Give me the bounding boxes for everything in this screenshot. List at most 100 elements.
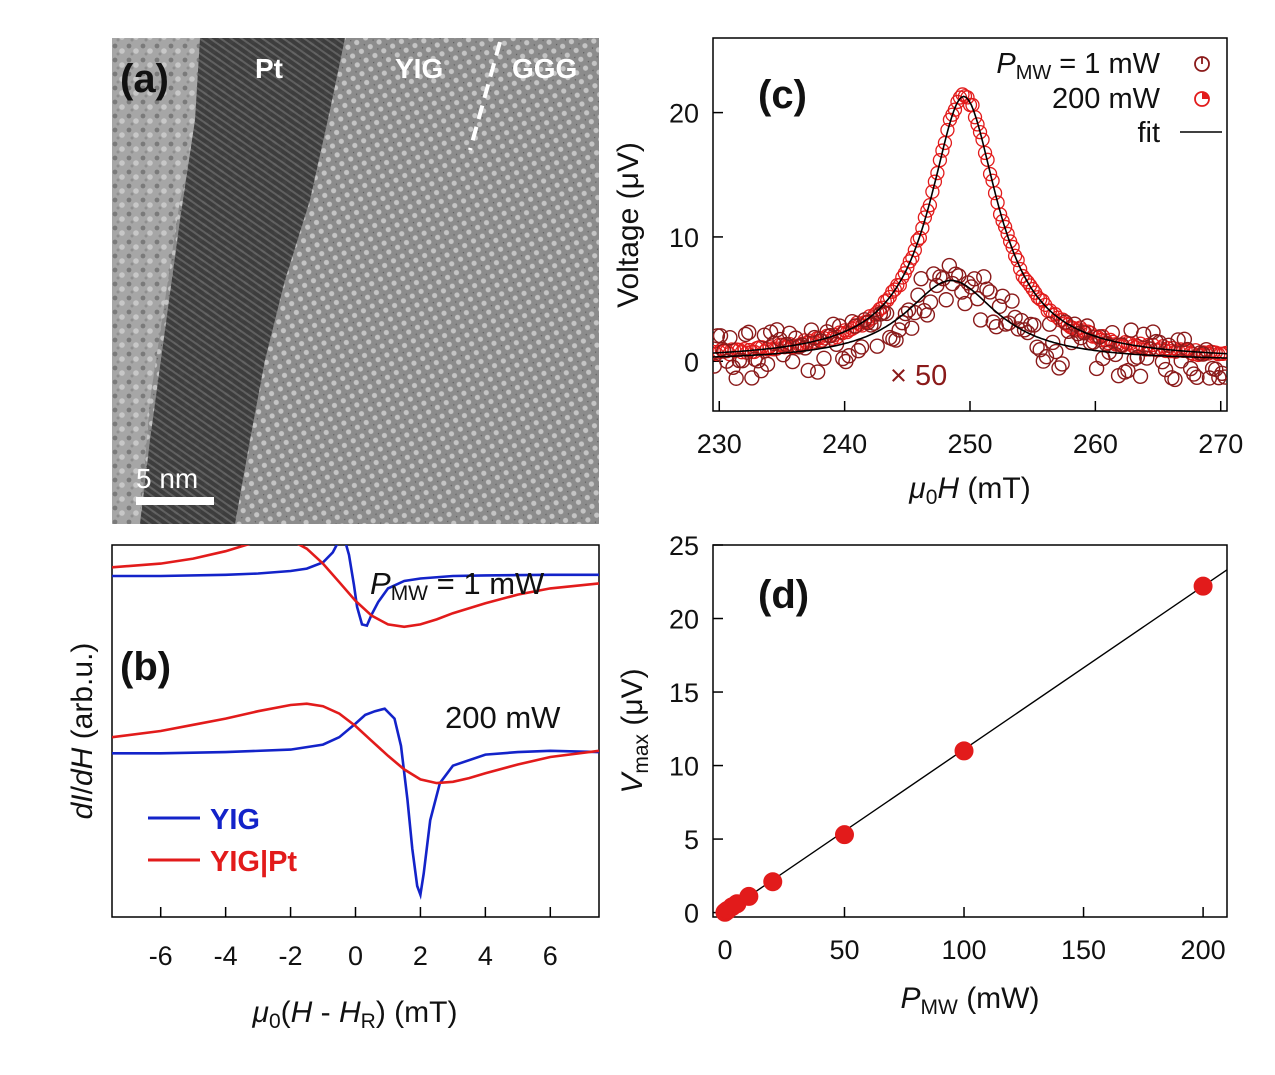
point-200mw bbox=[1005, 239, 1020, 255]
point-1mw bbox=[1189, 369, 1205, 386]
point-1mw bbox=[972, 312, 989, 328]
d-ytick-label: 25 bbox=[669, 531, 699, 561]
d-ytick-label: 0 bbox=[684, 899, 699, 929]
b-xtick-label: 6 bbox=[543, 941, 558, 971]
point-200mw bbox=[975, 132, 990, 147]
point-200mw bbox=[870, 305, 885, 320]
vmax-point bbox=[954, 741, 974, 761]
pt-layer bbox=[140, 38, 345, 524]
point-1mw bbox=[715, 343, 732, 359]
point-200mw bbox=[922, 198, 938, 213]
point-200mw bbox=[990, 195, 1005, 210]
point-200mw bbox=[935, 143, 950, 158]
point-200mw bbox=[972, 124, 988, 140]
point-1mw bbox=[1167, 371, 1183, 388]
point-200mw bbox=[915, 220, 930, 236]
point-1mw bbox=[1057, 314, 1073, 330]
yigpt-200mw-curve bbox=[112, 702, 599, 785]
point-1mw bbox=[1154, 354, 1171, 370]
point-1mw bbox=[734, 352, 751, 369]
d-xtick-label: 100 bbox=[941, 935, 986, 965]
point-1mw bbox=[1176, 331, 1193, 347]
point-200mw bbox=[910, 233, 925, 248]
point-1mw bbox=[1029, 339, 1045, 355]
annotation-200mw: 200 mW bbox=[445, 700, 561, 735]
c-ytick-label: 0 bbox=[684, 347, 699, 377]
point-1mw bbox=[1051, 360, 1067, 376]
point-200mw bbox=[970, 117, 985, 132]
point-1mw bbox=[979, 281, 995, 297]
point-200mw bbox=[940, 122, 955, 138]
c-xtick-label: 240 bbox=[822, 429, 867, 459]
c-xtick-label: 270 bbox=[1198, 429, 1243, 459]
panel-c-ylabel: Voltage (μV) bbox=[612, 142, 645, 308]
vmax-point bbox=[1193, 576, 1213, 596]
vmax-points bbox=[715, 576, 1213, 922]
point-1mw bbox=[1214, 365, 1227, 382]
point-1mw bbox=[1038, 349, 1055, 365]
legend-fit-label: fit bbox=[1137, 117, 1160, 149]
point-1mw bbox=[1045, 334, 1061, 351]
legend-yigpt-label: YIG|Pt bbox=[210, 846, 297, 878]
vmax-point bbox=[834, 825, 854, 845]
yig-1mw-curve bbox=[112, 545, 599, 628]
point-200mw bbox=[1000, 226, 1015, 242]
point-1mw bbox=[994, 288, 1011, 305]
region-label-ggg: GGG bbox=[512, 53, 577, 84]
point-1mw bbox=[750, 353, 766, 369]
point-1mw bbox=[722, 329, 738, 346]
point-1mw bbox=[1126, 351, 1142, 367]
point-200mw bbox=[932, 153, 948, 168]
point-1mw bbox=[1026, 317, 1042, 333]
point-1mw bbox=[1161, 337, 1177, 353]
point-1mw bbox=[728, 370, 744, 386]
point-200mw bbox=[927, 174, 943, 189]
point-200mw bbox=[1033, 292, 1048, 307]
point-1mw bbox=[816, 350, 832, 366]
point-200mw bbox=[917, 210, 933, 225]
point-1mw bbox=[1041, 316, 1058, 332]
panel-d-label: (d) bbox=[758, 573, 809, 617]
point-1mw bbox=[988, 318, 1005, 335]
point-200mw bbox=[980, 152, 995, 167]
point-1mw bbox=[985, 314, 1001, 330]
panel-b-ylabel: dI/dH (arb.u.) bbox=[66, 643, 99, 820]
c-ytick-label: 20 bbox=[669, 99, 699, 129]
point-1mw bbox=[1129, 349, 1146, 365]
annotation-1mw: PMW = 1 mW bbox=[370, 566, 545, 605]
region-label-pt: Pt bbox=[255, 53, 283, 84]
point-200mw bbox=[925, 184, 940, 199]
point-1mw bbox=[800, 362, 816, 379]
point-1mw bbox=[1170, 332, 1186, 348]
point-1mw bbox=[888, 332, 904, 348]
panel-d-ylabel: Vmax (μV) bbox=[616, 668, 653, 793]
panel-d: 0 50 100 150 200 0 5 10 15 20 25 (d) Vmax (μV) PMW… bbox=[616, 531, 1228, 1019]
panel-b-xlabel: μ0(H - HR) (mT) bbox=[252, 996, 458, 1033]
point-200mw bbox=[967, 110, 983, 125]
point-1mw bbox=[841, 348, 857, 364]
point-1mw bbox=[922, 294, 939, 310]
point-1mw bbox=[944, 275, 961, 292]
point-200mw bbox=[977, 145, 993, 161]
c-xtick-label: 250 bbox=[947, 429, 992, 459]
point-1mw bbox=[904, 320, 920, 336]
legend-200mw-marker-fill bbox=[1202, 92, 1209, 99]
point-200mw bbox=[1010, 252, 1025, 268]
panel-d-frame bbox=[712, 544, 1228, 918]
scale-bar bbox=[136, 497, 214, 505]
vmax-point bbox=[739, 886, 759, 906]
point-1mw bbox=[1048, 343, 1064, 360]
point-1mw bbox=[910, 287, 926, 303]
legend-1mw-label: PMW = 1 mW bbox=[996, 48, 1160, 84]
point-1mw bbox=[737, 326, 754, 343]
point-1mw bbox=[850, 342, 867, 359]
point-1mw bbox=[1054, 356, 1070, 372]
panel-c-label: (c) bbox=[758, 73, 807, 117]
d-xtick-label: 50 bbox=[829, 935, 859, 965]
panel-c: 230 240 250 260 270 0 10 20 (c) × 50 PMW = 1 mW… bbox=[612, 37, 1243, 509]
c-xtick-label: 260 bbox=[1073, 429, 1118, 459]
point-1mw bbox=[969, 290, 986, 307]
panel-b: -6 -4 -2 0 2 4 6 (b) PMW = 1 mW 200 mW YIG YIG… bbox=[66, 544, 600, 1033]
point-1mw bbox=[741, 324, 757, 341]
